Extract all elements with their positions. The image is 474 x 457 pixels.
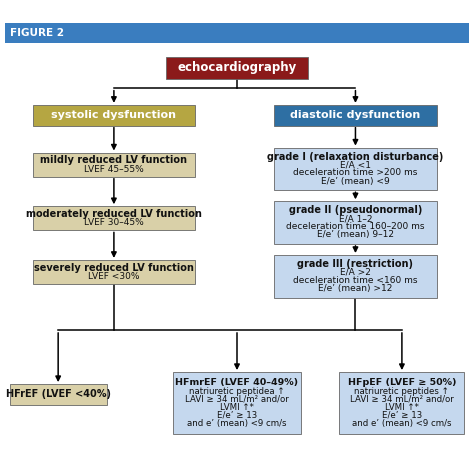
Text: deceleration time <160 ms: deceleration time <160 ms	[293, 276, 418, 285]
Text: natriuretic peptides ↑: natriuretic peptides ↑	[355, 387, 449, 395]
FancyBboxPatch shape	[33, 206, 195, 230]
Text: LAVI ≥ 34 mL/m² and/or: LAVI ≥ 34 mL/m² and/or	[185, 394, 289, 404]
FancyBboxPatch shape	[274, 202, 437, 244]
Text: LVMI ↑*: LVMI ↑*	[220, 403, 254, 412]
Text: E/A 1–2: E/A 1–2	[339, 214, 372, 223]
Text: mildly reduced LV function: mildly reduced LV function	[40, 155, 187, 165]
Text: and e’ (mean) <9 cm/s: and e’ (mean) <9 cm/s	[352, 419, 452, 428]
Text: severely reduced LV function: severely reduced LV function	[34, 262, 194, 272]
Text: HFmrEF (LVEF 40–49%): HFmrEF (LVEF 40–49%)	[175, 378, 299, 388]
FancyBboxPatch shape	[5, 23, 469, 43]
Text: grade III (restriction): grade III (restriction)	[298, 259, 413, 269]
Text: E/e’ ≥ 13: E/e’ ≥ 13	[382, 410, 422, 420]
Text: natriuretic peptidea ↑: natriuretic peptidea ↑	[189, 387, 285, 395]
FancyBboxPatch shape	[274, 105, 437, 126]
FancyBboxPatch shape	[274, 255, 437, 298]
Text: LVEF 30–45%: LVEF 30–45%	[84, 218, 144, 227]
Text: E/e’ (mean) >12: E/e’ (mean) >12	[318, 284, 392, 293]
FancyBboxPatch shape	[339, 372, 465, 434]
FancyBboxPatch shape	[274, 148, 437, 190]
Text: LVMI ↑*: LVMI ↑*	[385, 403, 419, 412]
Text: LVEF 45–55%: LVEF 45–55%	[84, 165, 144, 174]
Text: E/e’ ≥ 13: E/e’ ≥ 13	[217, 410, 257, 420]
Text: echocardiography: echocardiography	[177, 61, 297, 74]
Text: E/A >2: E/A >2	[340, 268, 371, 277]
Text: HFpEF (LVEF ≥ 50%): HFpEF (LVEF ≥ 50%)	[347, 378, 456, 388]
Text: E/e’ (mean) 9–12: E/e’ (mean) 9–12	[317, 230, 394, 239]
Text: diastolic dysfunction: diastolic dysfunction	[291, 110, 420, 120]
Text: HFrEF (LVEF <40%): HFrEF (LVEF <40%)	[6, 389, 110, 399]
Text: and e’ (mean) <9 cm/s: and e’ (mean) <9 cm/s	[187, 419, 287, 428]
FancyBboxPatch shape	[9, 384, 107, 405]
Text: grade I (relaxation disturbance): grade I (relaxation disturbance)	[267, 152, 444, 162]
Text: grade II (pseudonormal): grade II (pseudonormal)	[289, 205, 422, 215]
Text: moderately reduced LV function: moderately reduced LV function	[26, 209, 202, 219]
Text: systolic dysfunction: systolic dysfunction	[51, 110, 176, 120]
Text: LVEF <30%: LVEF <30%	[88, 272, 140, 281]
FancyBboxPatch shape	[166, 57, 308, 79]
Text: deceleration time 160–200 ms: deceleration time 160–200 ms	[286, 222, 425, 231]
Text: FIGURE 2: FIGURE 2	[10, 28, 64, 38]
FancyBboxPatch shape	[173, 372, 301, 434]
Text: E/A <1: E/A <1	[340, 160, 371, 170]
Text: deceleration time >200 ms: deceleration time >200 ms	[293, 169, 418, 177]
FancyBboxPatch shape	[33, 153, 195, 177]
FancyBboxPatch shape	[33, 260, 195, 284]
Text: E/e’ (mean) <9: E/e’ (mean) <9	[321, 177, 390, 186]
Text: LAVI ≥ 34 mL/m² and/or: LAVI ≥ 34 mL/m² and/or	[350, 394, 454, 404]
FancyBboxPatch shape	[33, 105, 195, 126]
